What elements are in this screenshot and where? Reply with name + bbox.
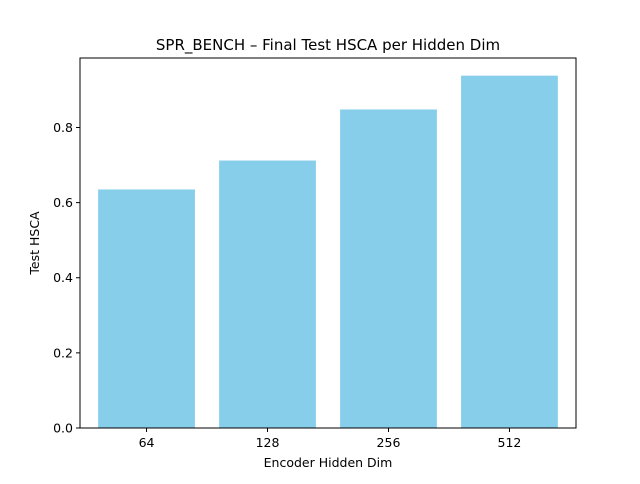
plot-frame: [79, 57, 577, 429]
y-tick-label: 0.0: [53, 421, 73, 436]
y-tick-label: 0.8: [53, 120, 73, 135]
x-tick-label: 64: [139, 435, 155, 450]
x-axis-ticks: 64 128 256 512: [139, 428, 522, 450]
x-tick-label: 128: [256, 435, 280, 450]
x-tick-label: 256: [377, 435, 401, 450]
bars: [98, 75, 558, 429]
y-tick-label: 0.2: [53, 345, 73, 360]
x-axis-title: Encoder Hidden Dim: [264, 455, 393, 470]
chart-title: SPR_BENCH – Final Test HSCA per Hidden D…: [156, 36, 500, 55]
bar-512: [461, 75, 558, 429]
y-tick-label: 0.4: [53, 270, 73, 285]
bar-64: [98, 189, 195, 428]
y-tick-label: 0.6: [53, 195, 73, 210]
y-axis-title: Test HSCA: [27, 211, 42, 276]
bar-256: [340, 109, 437, 429]
x-tick-label: 512: [498, 435, 522, 450]
y-axis-ticks: 0.0 0.2 0.4 0.6 0.8: [53, 120, 80, 436]
bar-128: [219, 160, 316, 428]
